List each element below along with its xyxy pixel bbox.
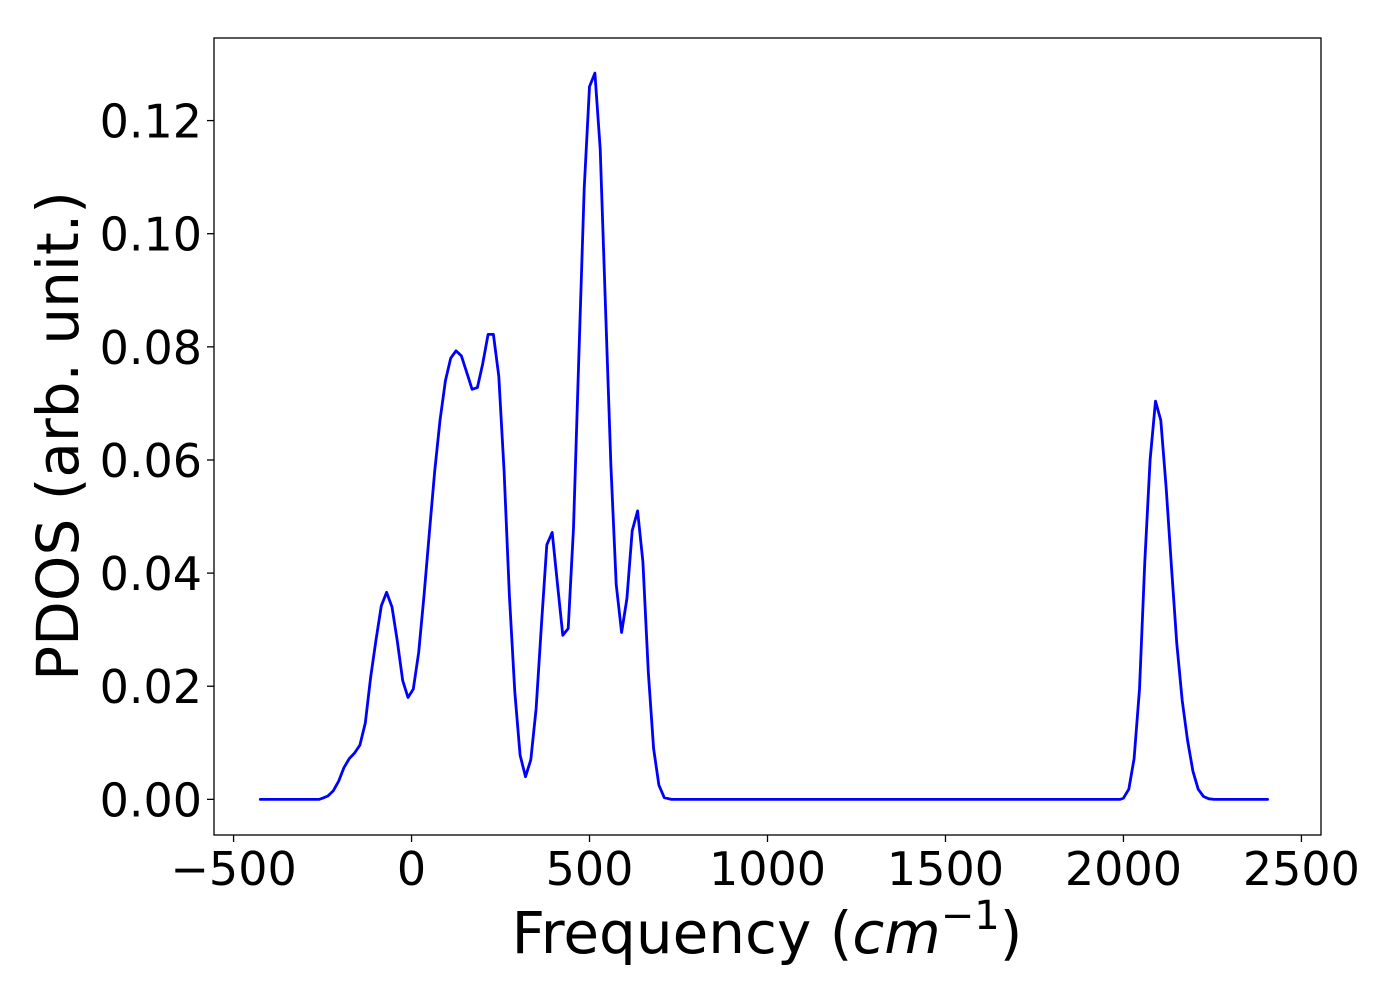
x-axis-label: Frequency (cm−1)	[512, 893, 1023, 967]
y-axis-ticks: 0.00 0.02 0.04 0.06 0.08 0.10 0.12	[100, 95, 214, 827]
x-tick-label: −500	[170, 842, 296, 896]
x-tick-label: 1500	[887, 842, 1004, 896]
pdos-series-line	[258, 71, 1269, 801]
y-tick-label: 0.06	[100, 434, 202, 488]
plot-area	[213, 37, 1322, 836]
y-tick-label: 0.12	[100, 95, 202, 149]
x-tick-label: 500	[546, 842, 634, 896]
x-axis-label-unit: cm	[852, 899, 940, 967]
x-axis-label-text: Frequency	[512, 899, 812, 967]
x-tick-label: 2500	[1243, 842, 1360, 896]
x-axis-ticks: −500 0 500 1000 1500 2000 2500	[170, 835, 1360, 896]
x-tick-label: 2000	[1065, 842, 1182, 896]
y-axis-label: PDOS (arb. unit.)	[24, 191, 92, 681]
series-layer	[258, 71, 1269, 801]
y-tick-label: 0.08	[100, 321, 202, 375]
x-axis-label-exponent: −1	[941, 893, 1000, 939]
y-tick-label: 0.10	[100, 208, 202, 262]
y-tick-label: 0.00	[100, 773, 202, 827]
y-tick-label: 0.04	[100, 547, 202, 601]
y-tick-label: 0.02	[100, 660, 202, 714]
x-tick-label: 1000	[709, 842, 826, 896]
x-tick-label: 0	[397, 842, 426, 896]
